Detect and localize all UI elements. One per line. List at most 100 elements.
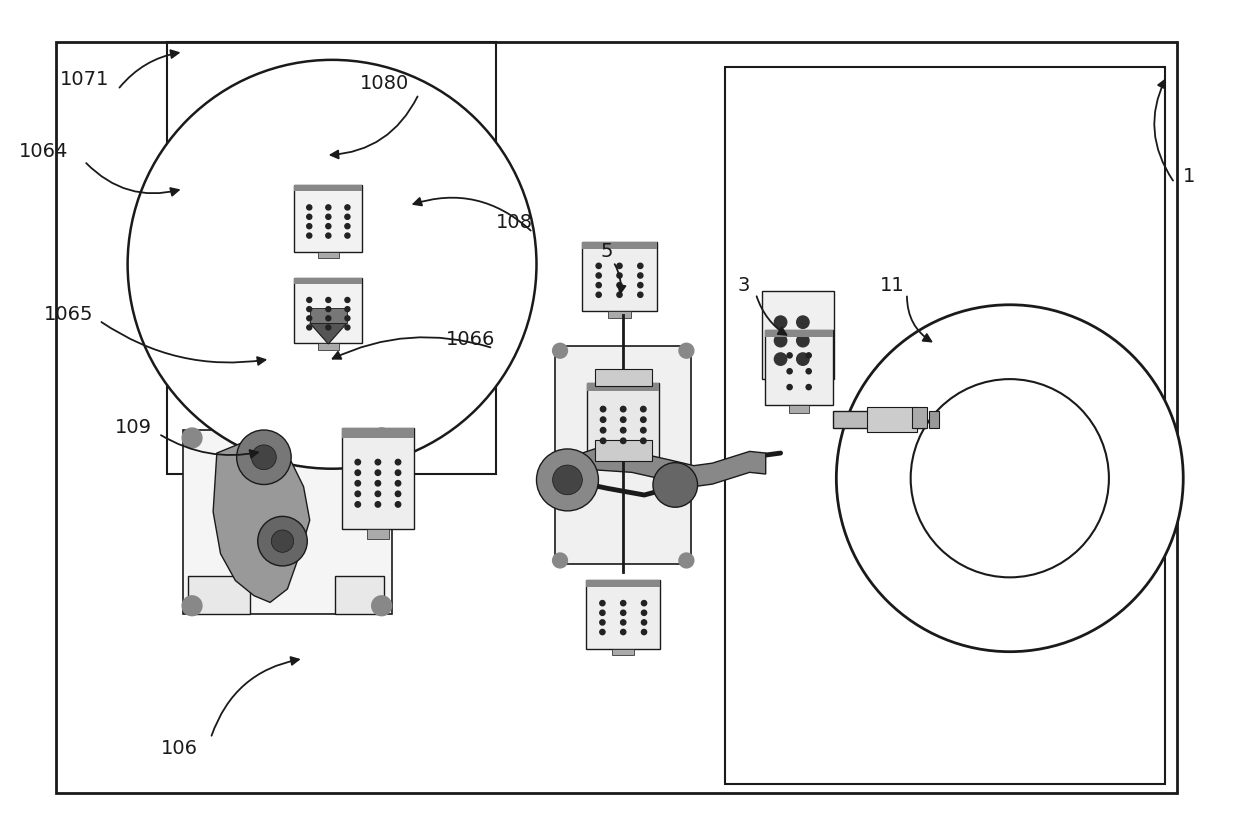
- Circle shape: [307, 306, 312, 311]
- Bar: [310, 308, 347, 323]
- Bar: [612, 649, 634, 655]
- Circle shape: [600, 620, 605, 625]
- Circle shape: [641, 428, 646, 433]
- Bar: [183, 430, 392, 614]
- Bar: [295, 185, 362, 191]
- Circle shape: [787, 384, 792, 389]
- Bar: [318, 343, 338, 350]
- Circle shape: [395, 481, 400, 486]
- Circle shape: [375, 470, 380, 476]
- Circle shape: [641, 438, 646, 444]
- Circle shape: [307, 224, 312, 229]
- Circle shape: [642, 620, 647, 625]
- Circle shape: [344, 298, 349, 302]
- Circle shape: [621, 610, 626, 615]
- Circle shape: [395, 502, 400, 507]
- Circle shape: [621, 629, 626, 634]
- Bar: [582, 242, 657, 311]
- Bar: [342, 428, 414, 529]
- Polygon shape: [570, 449, 766, 487]
- Circle shape: [621, 438, 626, 444]
- Text: 1066: 1066: [446, 331, 496, 349]
- Circle shape: [182, 428, 202, 448]
- Text: 1071: 1071: [59, 70, 109, 89]
- Circle shape: [807, 368, 812, 374]
- Bar: [295, 278, 362, 343]
- Bar: [912, 407, 927, 428]
- Circle shape: [252, 445, 276, 470]
- Circle shape: [797, 335, 809, 347]
- Circle shape: [601, 438, 606, 444]
- Text: 108: 108: [496, 213, 533, 232]
- Circle shape: [326, 233, 331, 238]
- Circle shape: [787, 353, 792, 358]
- Bar: [342, 428, 414, 438]
- Bar: [725, 67, 1165, 784]
- Circle shape: [617, 283, 622, 288]
- Circle shape: [641, 406, 646, 412]
- Circle shape: [344, 325, 349, 330]
- Text: 1080: 1080: [359, 75, 409, 93]
- Circle shape: [553, 553, 567, 568]
- Circle shape: [128, 60, 536, 469]
- Circle shape: [638, 263, 643, 268]
- Circle shape: [372, 596, 392, 616]
- Circle shape: [601, 417, 606, 422]
- Circle shape: [395, 460, 400, 465]
- Circle shape: [307, 205, 312, 210]
- Circle shape: [307, 325, 312, 330]
- Circle shape: [774, 316, 787, 328]
- Bar: [367, 529, 389, 539]
- Bar: [595, 440, 652, 461]
- Circle shape: [774, 353, 787, 365]
- Circle shape: [344, 233, 349, 238]
- Circle shape: [344, 306, 349, 311]
- Circle shape: [679, 553, 694, 568]
- Circle shape: [182, 596, 202, 616]
- Circle shape: [596, 273, 601, 278]
- Text: 106: 106: [161, 739, 198, 758]
- Circle shape: [638, 283, 643, 288]
- Circle shape: [307, 298, 312, 302]
- Circle shape: [787, 368, 792, 374]
- Circle shape: [642, 629, 647, 634]
- Circle shape: [326, 214, 331, 219]
- Circle shape: [344, 315, 349, 320]
- Circle shape: [600, 610, 605, 615]
- Circle shape: [642, 610, 647, 615]
- Bar: [586, 580, 660, 586]
- Bar: [789, 405, 809, 413]
- Circle shape: [638, 292, 643, 297]
- Circle shape: [326, 315, 331, 320]
- Circle shape: [553, 465, 582, 495]
- Polygon shape: [310, 323, 347, 344]
- Text: 11: 11: [880, 276, 904, 294]
- Circle shape: [553, 343, 567, 358]
- Bar: [833, 411, 926, 428]
- Circle shape: [600, 601, 605, 606]
- Circle shape: [395, 491, 400, 497]
- Bar: [295, 185, 362, 252]
- Circle shape: [258, 516, 307, 566]
- Circle shape: [356, 481, 361, 486]
- Circle shape: [638, 273, 643, 278]
- Circle shape: [536, 449, 598, 511]
- Text: 1065: 1065: [43, 305, 93, 324]
- Circle shape: [326, 224, 331, 229]
- Circle shape: [356, 460, 361, 465]
- Circle shape: [807, 384, 812, 389]
- Bar: [586, 580, 660, 649]
- Circle shape: [307, 233, 312, 238]
- Circle shape: [237, 430, 291, 484]
- Circle shape: [395, 470, 400, 476]
- Polygon shape: [213, 443, 310, 602]
- Circle shape: [797, 316, 809, 328]
- Circle shape: [375, 502, 380, 507]
- Circle shape: [617, 263, 622, 268]
- Circle shape: [344, 205, 349, 210]
- Circle shape: [307, 315, 312, 320]
- Text: 3: 3: [737, 276, 750, 294]
- Bar: [318, 252, 338, 258]
- Circle shape: [642, 601, 647, 606]
- Bar: [612, 459, 634, 466]
